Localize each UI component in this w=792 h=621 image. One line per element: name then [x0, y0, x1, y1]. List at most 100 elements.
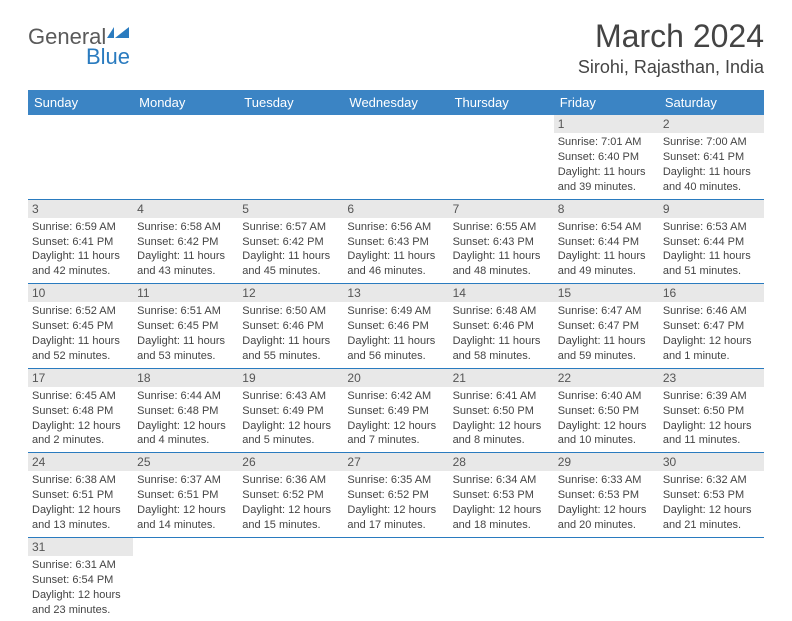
- calendar-day-cell: 22 Sunrise: 6:40 AMSunset: 6:50 PMDayligh…: [554, 368, 659, 453]
- calendar-week-row: 24 Sunrise: 6:38 AMSunset: 6:51 PMDayligh…: [28, 453, 764, 538]
- day-info: Sunrise: 6:31 AMSunset: 6:54 PMDaylight:…: [32, 558, 129, 617]
- day-info: Sunrise: 6:49 AMSunset: 6:46 PMDaylight:…: [347, 304, 444, 363]
- day-number: 9: [659, 200, 764, 218]
- calendar-week-row: 3Sunrise: 6:59 AMSunset: 6:41 PMDaylight…: [28, 199, 764, 284]
- calendar-day-cell: 5Sunrise: 6:57 AMSunset: 6:42 PMDaylight…: [238, 199, 343, 284]
- calendar-day-cell: 2Sunrise: 7:00 AMSunset: 6:41 PMDaylight…: [659, 115, 764, 199]
- calendar-day-cell: 28 Sunrise: 6:34 AMSunset: 6:53 PMDayligh…: [449, 453, 554, 538]
- title-block: March 2024 Sirohi, Rajasthan, India: [578, 18, 764, 78]
- day-number: 31: [28, 538, 133, 556]
- day-number: 7: [449, 200, 554, 218]
- day-info: Sunrise: 7:01 AMSunset: 6:40 PMDaylight:…: [558, 135, 655, 194]
- calendar-week-row: 10Sunrise: 6:52 AMSunset: 6:45 PMDayligh…: [28, 284, 764, 369]
- day-number: 10: [28, 284, 133, 302]
- calendar-empty-cell: [449, 537, 554, 621]
- calendar-empty-cell: [238, 115, 343, 199]
- calendar-empty-cell: [343, 537, 448, 621]
- day-number: 8: [554, 200, 659, 218]
- page-title: March 2024: [578, 18, 764, 55]
- weekday-header: Sunday: [28, 90, 133, 115]
- day-info: Sunrise: 6:44 AMSunset: 6:48 PMDaylight:…: [137, 389, 234, 448]
- calendar-day-cell: 29 Sunrise: 6:33 AMSunset: 6:53 PMDayligh…: [554, 453, 659, 538]
- day-number: 24: [28, 453, 133, 471]
- calendar-day-cell: 26 Sunrise: 6:36 AMSunset: 6:52 PMDayligh…: [238, 453, 343, 538]
- weekday-header: Thursday: [449, 90, 554, 115]
- calendar-day-cell: 31 Sunrise: 6:31 AMSunset: 6:54 PMDayligh…: [28, 537, 133, 621]
- day-info: Sunrise: 6:43 AMSunset: 6:49 PMDaylight:…: [242, 389, 339, 448]
- calendar-day-cell: 7 Sunrise: 6:55 AMSunset: 6:43 PMDaylight…: [449, 199, 554, 284]
- day-info: Sunrise: 6:39 AMSunset: 6:50 PMDaylight:…: [663, 389, 760, 448]
- weekday-header: Saturday: [659, 90, 764, 115]
- day-info: Sunrise: 6:36 AMSunset: 6:52 PMDaylight:…: [242, 473, 339, 532]
- day-info: Sunrise: 6:37 AMSunset: 6:51 PMDaylight:…: [137, 473, 234, 532]
- day-number: 30: [659, 453, 764, 471]
- day-info: Sunrise: 6:34 AMSunset: 6:53 PMDaylight:…: [453, 473, 550, 532]
- weekday-header: Wednesday: [343, 90, 448, 115]
- calendar-day-cell: 15 Sunrise: 6:47 AMSunset: 6:47 PMDayligh…: [554, 284, 659, 369]
- day-number: 26: [238, 453, 343, 471]
- day-info: Sunrise: 6:48 AMSunset: 6:46 PMDaylight:…: [453, 304, 550, 363]
- calendar-day-cell: 14Sunrise: 6:48 AMSunset: 6:46 PMDayligh…: [449, 284, 554, 369]
- weekday-header-row: SundayMondayTuesdayWednesdayThursdayFrid…: [28, 90, 764, 115]
- header: GeneralBlue March 2024 Sirohi, Rajasthan…: [28, 18, 764, 78]
- day-number: 13: [343, 284, 448, 302]
- calendar-day-cell: 3Sunrise: 6:59 AMSunset: 6:41 PMDaylight…: [28, 199, 133, 284]
- calendar-week-row: 17Sunrise: 6:45 AMSunset: 6:48 PMDayligh…: [28, 368, 764, 453]
- day-number: 29: [554, 453, 659, 471]
- day-number: 28: [449, 453, 554, 471]
- calendar-empty-cell: [659, 537, 764, 621]
- day-number: 22: [554, 369, 659, 387]
- day-info: Sunrise: 6:50 AMSunset: 6:46 PMDaylight:…: [242, 304, 339, 363]
- day-info: Sunrise: 6:32 AMSunset: 6:53 PMDaylight:…: [663, 473, 760, 532]
- calendar-empty-cell: [343, 115, 448, 199]
- day-number: 3: [28, 200, 133, 218]
- calendar-table: SundayMondayTuesdayWednesdayThursdayFrid…: [28, 90, 764, 621]
- calendar-day-cell: 10Sunrise: 6:52 AMSunset: 6:45 PMDayligh…: [28, 284, 133, 369]
- day-number: 15: [554, 284, 659, 302]
- calendar-day-cell: 8 Sunrise: 6:54 AMSunset: 6:44 PMDaylight…: [554, 199, 659, 284]
- day-info: Sunrise: 6:55 AMSunset: 6:43 PMDaylight:…: [453, 220, 550, 279]
- calendar-day-cell: 25Sunrise: 6:37 AMSunset: 6:51 PMDayligh…: [133, 453, 238, 538]
- calendar-day-cell: 30 Sunrise: 6:32 AMSunset: 6:53 PMDayligh…: [659, 453, 764, 538]
- calendar-day-cell: 24 Sunrise: 6:38 AMSunset: 6:51 PMDayligh…: [28, 453, 133, 538]
- calendar-day-cell: 20Sunrise: 6:42 AMSunset: 6:49 PMDayligh…: [343, 368, 448, 453]
- day-info: Sunrise: 6:54 AMSunset: 6:44 PMDaylight:…: [558, 220, 655, 279]
- calendar-week-row: 31 Sunrise: 6:31 AMSunset: 6:54 PMDayligh…: [28, 537, 764, 621]
- calendar-day-cell: 23 Sunrise: 6:39 AMSunset: 6:50 PMDayligh…: [659, 368, 764, 453]
- day-number: 20: [343, 369, 448, 387]
- day-info: Sunrise: 6:47 AMSunset: 6:47 PMDaylight:…: [558, 304, 655, 363]
- calendar-day-cell: 1Sunrise: 7:01 AMSunset: 6:40 PMDaylight…: [554, 115, 659, 199]
- calendar-empty-cell: [133, 115, 238, 199]
- calendar-day-cell: 16Sunrise: 6:46 AMSunset: 6:47 PMDayligh…: [659, 284, 764, 369]
- calendar-day-cell: 27 Sunrise: 6:35 AMSunset: 6:52 PMDayligh…: [343, 453, 448, 538]
- day-info: Sunrise: 6:40 AMSunset: 6:50 PMDaylight:…: [558, 389, 655, 448]
- calendar-day-cell: 18Sunrise: 6:44 AMSunset: 6:48 PMDayligh…: [133, 368, 238, 453]
- day-number: 27: [343, 453, 448, 471]
- location: Sirohi, Rajasthan, India: [578, 57, 764, 78]
- calendar-day-cell: 9 Sunrise: 6:53 AMSunset: 6:44 PMDaylight…: [659, 199, 764, 284]
- day-number: 21: [449, 369, 554, 387]
- day-info: Sunrise: 6:35 AMSunset: 6:52 PMDaylight:…: [347, 473, 444, 532]
- logo: GeneralBlue: [28, 24, 131, 70]
- calendar-day-cell: 6Sunrise: 6:56 AMSunset: 6:43 PMDaylight…: [343, 199, 448, 284]
- day-number: 19: [238, 369, 343, 387]
- calendar-day-cell: 4 Sunrise: 6:58 AMSunset: 6:42 PMDaylight…: [133, 199, 238, 284]
- weekday-header: Tuesday: [238, 90, 343, 115]
- logo-text-blue: Blue: [86, 44, 131, 70]
- day-info: Sunrise: 6:45 AMSunset: 6:48 PMDaylight:…: [32, 389, 129, 448]
- day-info: Sunrise: 6:33 AMSunset: 6:53 PMDaylight:…: [558, 473, 655, 532]
- calendar-week-row: 1Sunrise: 7:01 AMSunset: 6:40 PMDaylight…: [28, 115, 764, 199]
- calendar-day-cell: 19 Sunrise: 6:43 AMSunset: 6:49 PMDayligh…: [238, 368, 343, 453]
- calendar-empty-cell: [554, 537, 659, 621]
- calendar-day-cell: 21Sunrise: 6:41 AMSunset: 6:50 PMDayligh…: [449, 368, 554, 453]
- calendar-empty-cell: [133, 537, 238, 621]
- calendar-day-cell: 13 Sunrise: 6:49 AMSunset: 6:46 PMDayligh…: [343, 284, 448, 369]
- day-info: Sunrise: 6:58 AMSunset: 6:42 PMDaylight:…: [137, 220, 234, 279]
- day-number: 6: [343, 200, 448, 218]
- day-number: 23: [659, 369, 764, 387]
- day-info: Sunrise: 6:38 AMSunset: 6:51 PMDaylight:…: [32, 473, 129, 532]
- day-info: Sunrise: 6:53 AMSunset: 6:44 PMDaylight:…: [663, 220, 760, 279]
- calendar-empty-cell: [28, 115, 133, 199]
- day-number: 12: [238, 284, 343, 302]
- day-number: 4: [133, 200, 238, 218]
